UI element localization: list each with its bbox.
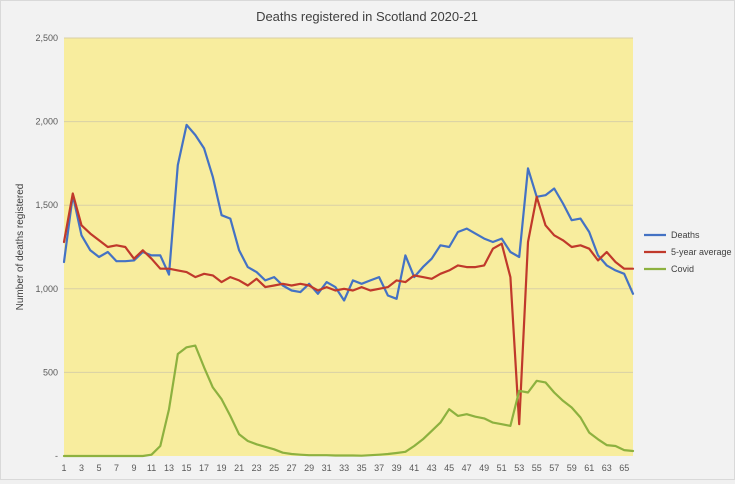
- y-axis-ticks: - 500 1,000 1,500 2,000 2,500: [35, 33, 58, 461]
- legend-label-deaths: Deaths: [671, 230, 700, 240]
- x-tick-label: 57: [549, 463, 559, 473]
- chart-title: Deaths registered in Scotland 2020-21: [256, 9, 478, 24]
- series-lines: [62, 123, 635, 458]
- legend-label-covid: Covid: [671, 264, 694, 274]
- x-tick-label: 35: [357, 463, 367, 473]
- x-tick-label: 21: [234, 463, 244, 473]
- x-tick-label: 37: [374, 463, 384, 473]
- x-tick-label: 55: [532, 463, 542, 473]
- x-tick-label: 31: [322, 463, 332, 473]
- legend-label-5-year-average: 5-year average: [671, 247, 732, 257]
- y-axis-title: Number of deaths registered: [15, 184, 26, 311]
- y-tick-label: 1,000: [35, 284, 58, 294]
- x-tick-label: 17: [199, 463, 209, 473]
- x-tick-label: 49: [479, 463, 489, 473]
- x-axis-ticks: 1 3 5 7 9 11 13 15 17 19 21 23 25 27 29 31 33 35 37 39 41 43 4…: [61, 463, 629, 473]
- x-tick-label: 33: [339, 463, 349, 473]
- x-tick-label: 63: [602, 463, 612, 473]
- x-tick-label: 11: [147, 463, 156, 473]
- x-tick-label: 27: [287, 463, 297, 473]
- x-tick-label: 7: [114, 463, 119, 473]
- x-tick-label: 13: [164, 463, 174, 473]
- y-tick-label: -: [55, 451, 58, 461]
- y-tick-label: 2,000: [35, 117, 58, 127]
- x-tick-label: 61: [584, 463, 594, 473]
- x-tick-label: 45: [444, 463, 454, 473]
- x-tick-label: 23: [252, 463, 262, 473]
- gridlines: [64, 37, 633, 373]
- x-tick-label: 5: [97, 463, 102, 473]
- x-tick-label: 19: [217, 463, 227, 473]
- x-tick-label: 1: [61, 463, 66, 473]
- legend: Deaths 5-year average Covid: [644, 230, 732, 274]
- x-tick-label: 65: [619, 463, 629, 473]
- x-tick-label: 15: [182, 463, 192, 473]
- x-tick-label: 59: [567, 463, 577, 473]
- y-tick-label: 2,500: [35, 33, 58, 43]
- plot-area-background: [64, 38, 633, 456]
- x-tick-label: 47: [462, 463, 472, 473]
- x-tick-label: 53: [514, 463, 524, 473]
- series-line-5-year-average: [62, 192, 635, 426]
- x-tick-label: 25: [269, 463, 279, 473]
- y-tick-label: 500: [43, 367, 58, 377]
- x-tick-label: 51: [497, 463, 507, 473]
- x-tick-label: 41: [409, 463, 419, 473]
- x-tick-label: 39: [392, 463, 402, 473]
- x-tick-label: 9: [132, 463, 137, 473]
- y-tick-label: 1,500: [35, 200, 58, 210]
- x-tick-label: 3: [79, 463, 84, 473]
- x-tick-label: 29: [304, 463, 314, 473]
- series-line-covid: [62, 344, 635, 458]
- x-tick-label: 43: [427, 463, 437, 473]
